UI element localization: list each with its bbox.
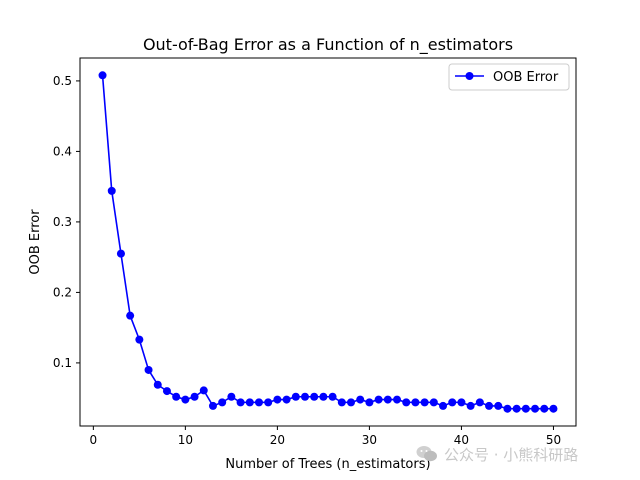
legend-box <box>448 63 570 91</box>
data-point <box>319 392 328 401</box>
data-point <box>300 392 309 401</box>
chart-title: Out-of-Bag Error as a Function of n_esti… <box>143 35 513 55</box>
data-point <box>402 398 411 407</box>
data-point <box>356 395 365 404</box>
y-tick-label: 0.2 <box>53 285 72 299</box>
y-tick-label: 0.1 <box>53 356 72 370</box>
data-point <box>208 401 217 410</box>
data-point <box>181 395 190 404</box>
data-point <box>282 395 291 404</box>
data-point <box>126 311 135 320</box>
data-point <box>273 395 282 404</box>
data-point <box>531 404 540 413</box>
data-point <box>365 398 374 407</box>
wechat-icon <box>416 445 438 463</box>
data-point <box>540 404 549 413</box>
x-tick-label: 40 <box>454 433 469 447</box>
y-tick-label: 0.5 <box>53 74 72 88</box>
data-point <box>199 386 208 395</box>
data-point <box>374 395 383 404</box>
data-point <box>521 404 530 413</box>
data-point <box>310 392 319 401</box>
data-point <box>144 365 153 374</box>
data-point <box>218 398 227 407</box>
data-point <box>153 380 162 389</box>
data-point <box>503 404 512 413</box>
y-axis-label: OOB Error <box>28 209 43 275</box>
legend: OOB Error <box>448 63 570 91</box>
data-point <box>383 395 392 404</box>
data-point <box>494 401 503 410</box>
data-point <box>411 398 420 407</box>
data-point <box>227 392 236 401</box>
data-point <box>549 404 558 413</box>
data-point <box>475 398 484 407</box>
data-point <box>393 395 402 404</box>
data-point <box>116 249 125 258</box>
data-point <box>236 398 245 407</box>
x-tick-label: 0 <box>90 433 98 447</box>
data-point <box>429 398 438 407</box>
data-point <box>254 398 263 407</box>
data-point <box>512 404 521 413</box>
data-point <box>172 392 181 401</box>
data-point <box>162 387 171 396</box>
data-point <box>420 398 429 407</box>
legend-marker <box>465 72 474 80</box>
series-line <box>101 75 554 410</box>
y-tick-label: 0.3 <box>53 215 72 229</box>
data-point <box>107 186 116 195</box>
data-point <box>466 401 475 410</box>
legend-label: OOB Error <box>493 70 559 85</box>
x-tick-label: 50 <box>546 433 561 447</box>
data-point <box>439 401 448 410</box>
data-point <box>347 398 356 407</box>
x-tick-label: 30 <box>362 433 377 447</box>
data-point <box>135 335 144 344</box>
data-point <box>457 398 466 407</box>
data-point <box>337 398 346 407</box>
data-point <box>485 401 494 410</box>
data-point <box>264 398 273 407</box>
watermark: 公众号 · 小熊科研路 <box>416 440 578 468</box>
plot-frame <box>79 57 577 427</box>
data-point <box>448 398 457 407</box>
y-tick-label: 0.4 <box>53 144 72 158</box>
data-point <box>190 392 199 401</box>
data-point <box>328 392 337 401</box>
data-point <box>291 392 300 401</box>
data-point <box>98 71 107 80</box>
x-tick-label: 20 <box>270 433 285 447</box>
x-axis-label: Number of Trees (n_estimators) <box>225 457 430 472</box>
data-point <box>245 398 254 407</box>
x-tick-label: 10 <box>178 433 193 447</box>
watermark-text: 公众号 · 小熊科研路 <box>444 445 579 464</box>
